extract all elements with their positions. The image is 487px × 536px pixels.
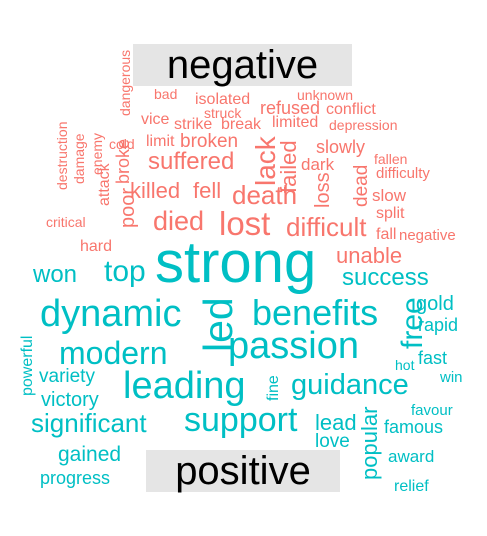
negative-word-refused: refused: [260, 98, 321, 118]
positive-word-dynamic: dynamic: [40, 293, 182, 335]
negative-word-dead: dead: [351, 164, 372, 207]
negative-word-critical: critical: [46, 214, 86, 230]
negative-word-break: break: [221, 116, 262, 133]
negative-word-damage: damage: [71, 133, 87, 184]
negative-word-death: death: [232, 180, 298, 210]
negative-word-negative: negative: [399, 227, 456, 244]
negative-word-destruction: destruction: [54, 121, 70, 190]
positive-word-success: success: [342, 264, 429, 291]
positive-word-favour: favour: [411, 402, 453, 419]
negative-group-label: negative: [133, 44, 352, 86]
positive-word-rapid: rapid: [418, 315, 459, 335]
negative-word-dark: dark: [301, 155, 335, 174]
negative-word-difficulty: difficulty: [376, 165, 430, 182]
negative-word-slow: slow: [372, 186, 407, 205]
negative-word-lost: lost: [219, 205, 271, 242]
positive-word-support: support: [184, 401, 298, 439]
positive-word-victory: victory: [41, 389, 99, 411]
positive-word-significant: significant: [31, 408, 147, 438]
positive-word-leading: leading: [123, 365, 246, 407]
positive-word-passion: passion: [228, 325, 359, 367]
negative-word-struck: struck: [204, 105, 242, 121]
negative-word-conflict: conflict: [326, 101, 376, 118]
negative-word-failed: failed: [276, 140, 301, 193]
negative-word-fallen: fallen: [374, 151, 408, 167]
negative-word-poor: poor: [117, 187, 139, 228]
negative-word-dangerous: dangerous: [117, 49, 133, 116]
negative-word-limited: limited: [272, 114, 319, 131]
negative-word-split: split: [376, 205, 405, 222]
positive-word-powerful: powerful: [19, 335, 36, 396]
negative-word-broke: broke: [113, 138, 133, 184]
positive-word-modern: modern: [59, 335, 168, 371]
positive-word-hot: hot: [395, 357, 415, 373]
positive-word-fast: fast: [418, 348, 448, 368]
positive-word-gained: gained: [58, 443, 122, 466]
positive-group-label: positive: [146, 450, 340, 492]
negative-word-unknown: unknown: [297, 87, 354, 103]
negative-word-vice: vice: [141, 111, 170, 128]
negative-word-broken: broken: [180, 131, 239, 152]
positive-word-award: award: [388, 447, 435, 466]
negative-word-depression: depression: [329, 117, 398, 133]
positive-word-strong: strong: [155, 230, 317, 295]
negative-word-slowly: slowly: [316, 137, 366, 157]
negative-word-fell: fell: [193, 178, 222, 203]
negative-word-isolated: isolated: [195, 91, 251, 108]
positive-word-gold: gold: [416, 293, 454, 315]
negative-word-strike: strike: [174, 116, 213, 133]
positive-word-win: win: [440, 369, 463, 386]
negative-word-hard: hard: [80, 238, 113, 255]
negative-word-limit: limit: [146, 133, 175, 150]
negative-word-bad: bad: [154, 86, 178, 102]
positive-word-popular: popular: [357, 406, 382, 480]
positive-word-lead: lead: [315, 410, 357, 435]
negative-word-died: died: [153, 206, 205, 236]
negative-word-cold: cold: [109, 136, 135, 152]
negative-word-attack: attack: [96, 163, 113, 206]
negative-word-fall: fall: [376, 226, 397, 243]
positive-word-relief: relief: [394, 478, 429, 495]
negative-word-unable: unable: [336, 243, 403, 268]
negative-word-loss: loss: [312, 172, 334, 208]
positive-word-fine: fine: [265, 375, 282, 401]
positive-word-progress: progress: [40, 468, 111, 488]
positive-word-won: won: [33, 261, 78, 288]
positive-word-top: top: [104, 255, 146, 288]
negative-word-difficult: difficult: [286, 212, 367, 242]
positive-word-love: love: [315, 431, 350, 452]
positive-word-guidance: guidance: [291, 369, 409, 401]
positive-word-benefits: benefits: [252, 292, 379, 333]
positive-word-variety: variety: [39, 366, 95, 387]
negative-word-suffered: suffered: [148, 148, 235, 175]
negative-word-killed: killed: [130, 178, 181, 203]
positive-word-famous: famous: [384, 417, 444, 437]
